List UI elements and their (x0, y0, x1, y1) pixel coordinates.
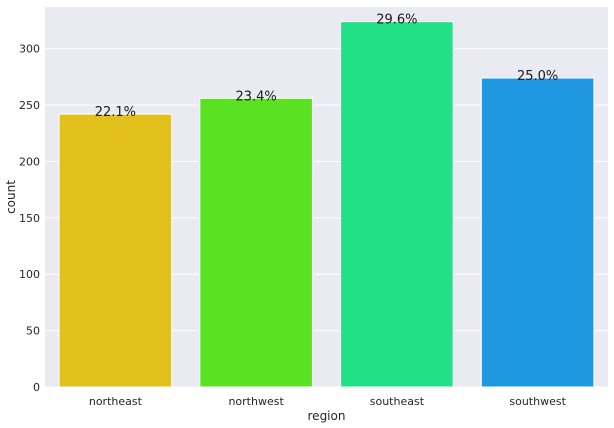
y-tick-label-4: 200 (19, 155, 40, 168)
x-tick-labels: northeast northwest southeast southwest (89, 395, 567, 408)
y-tick-label-5: 250 (19, 99, 40, 112)
x-axis-label: region (308, 409, 346, 423)
bar-northwest (199, 97, 313, 388)
y-tick-label-1: 50 (26, 325, 40, 338)
y-tick-label-3: 150 (19, 212, 40, 225)
bars (58, 21, 595, 388)
y-tick-label-2: 100 (19, 268, 40, 281)
x-tick-label-northwest: northwest (228, 395, 284, 408)
x-tick-label-northeast: northeast (89, 395, 143, 408)
data-label-northeast: 22.1% (95, 105, 136, 120)
y-tick-labels: 0 50 100 150 200 250 300 (19, 43, 40, 394)
y-tick-label-0: 0 (33, 381, 40, 394)
bar-southwest (480, 77, 595, 388)
y-tick-label-6: 300 (19, 43, 40, 56)
y-axis-label: count (4, 180, 18, 214)
bar-southeast (340, 21, 454, 388)
data-label-southwest: 25.0% (517, 69, 558, 84)
x-tick-label-southwest: southwest (509, 395, 566, 408)
data-label-northwest: 23.4% (235, 89, 276, 104)
x-tick-label-southeast: southeast (370, 395, 425, 408)
bar-northeast (58, 113, 173, 388)
data-labels: 22.1% 23.4% 29.6% 25.0% (95, 13, 559, 120)
data-label-southeast: 29.6% (376, 13, 417, 28)
